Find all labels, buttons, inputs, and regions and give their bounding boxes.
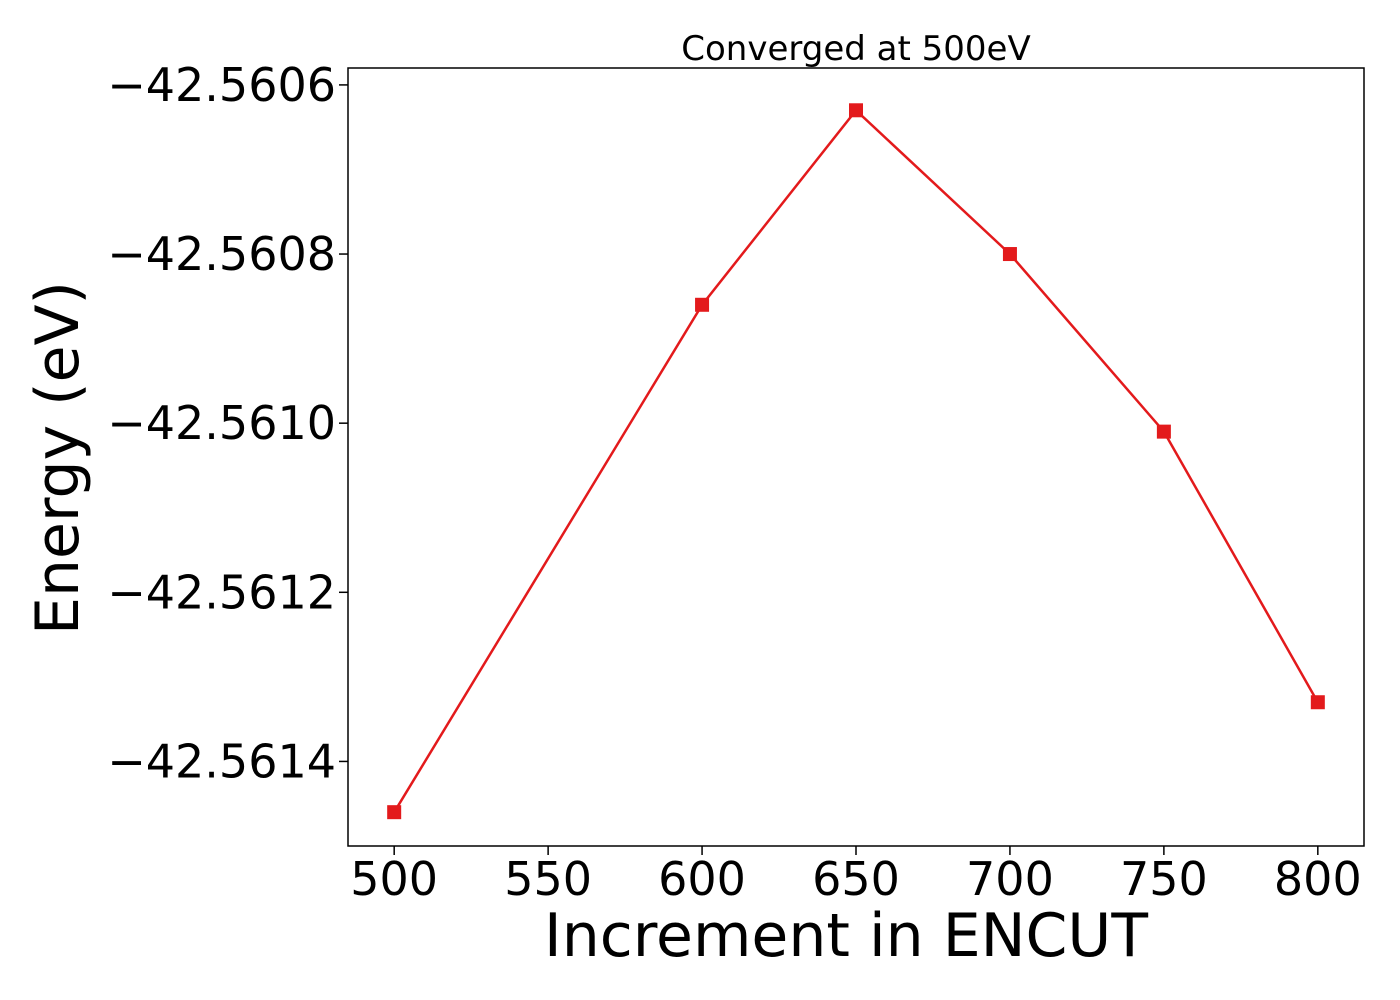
data-point-marker: [849, 103, 863, 118]
data-point-marker: [387, 805, 402, 820]
chart-title: Converged at 500eV: [681, 29, 1030, 69]
y-tick-label: −42.5606: [107, 58, 336, 112]
x-tick-label: 650: [812, 852, 900, 906]
x-axis-title: Increment in ENCUT: [544, 901, 1148, 971]
data-point-marker: [1002, 247, 1017, 262]
series-line: [393, 108, 1319, 813]
data-point-marker: [695, 297, 710, 312]
y-tick-label: −42.5612: [107, 565, 336, 619]
series-layer: [387, 103, 1325, 820]
x-tick-label: 750: [1120, 852, 1208, 906]
y-tick-label: −42.5608: [107, 227, 336, 281]
data-point-marker: [1310, 695, 1325, 710]
y-tick-label: −42.5614: [107, 734, 336, 788]
x-tick-label: 600: [658, 852, 746, 906]
y-axis: −42.5606 −42.5608 −42.5610 −42.5612 −42.5614: [107, 58, 348, 788]
x-axis: 500 550 600 650 700 750 800: [350, 846, 1362, 906]
y-axis-title: Energy (eV): [23, 281, 93, 635]
y-tick-label: −42.5610: [107, 396, 336, 450]
x-tick-label: 550: [504, 852, 592, 906]
plot-frame: [347, 67, 1365, 847]
x-tick-label: 800: [1274, 852, 1362, 906]
x-tick-label: 700: [966, 852, 1054, 906]
data-point-marker: [1156, 424, 1171, 439]
x-tick-label: 500: [350, 852, 438, 906]
